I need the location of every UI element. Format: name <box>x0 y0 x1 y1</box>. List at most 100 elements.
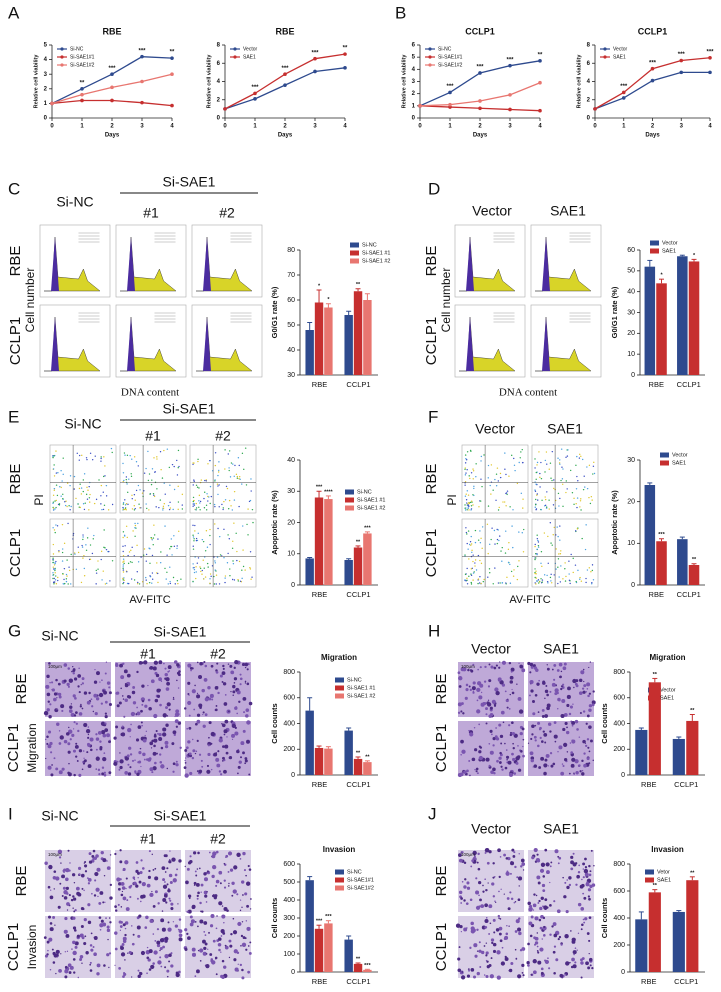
stain-dot <box>82 682 84 684</box>
stain-dot <box>470 866 472 868</box>
flow-dot <box>146 554 147 555</box>
stain-dot <box>205 665 207 667</box>
flow-dot <box>149 575 150 576</box>
stain-dot <box>99 916 102 919</box>
flow-dot <box>558 558 559 559</box>
flow-dot <box>466 502 467 503</box>
stain-dot <box>577 950 578 951</box>
stain-dot <box>232 690 235 693</box>
flow-dot <box>163 450 164 451</box>
flow-dot <box>164 503 165 504</box>
flow-dot <box>229 450 230 451</box>
tile-frame <box>458 916 524 978</box>
stain-dot <box>505 690 507 692</box>
flow-dot <box>156 456 157 457</box>
stain-dot <box>178 687 179 688</box>
stain-dot <box>96 757 100 761</box>
stain-dot <box>83 942 86 945</box>
stain-dot <box>151 679 155 683</box>
stain-dot <box>500 735 503 738</box>
y-tick-label: 2 <box>217 97 221 103</box>
flow-dot <box>86 494 87 495</box>
stain-dot <box>141 704 143 706</box>
stain-dot <box>586 682 590 686</box>
flow-dot <box>145 577 146 578</box>
row-label: CCLP1 <box>5 923 22 971</box>
flow-dot <box>464 504 465 505</box>
stain-dot <box>536 895 537 896</box>
flow-dot <box>480 538 481 539</box>
stain-dot <box>83 723 87 727</box>
stain-dot <box>159 956 161 958</box>
legend-swatch <box>660 461 669 466</box>
error-bar <box>680 537 685 539</box>
stain-dot <box>519 885 520 886</box>
stain-dot <box>149 893 153 897</box>
flow-dot <box>522 462 523 463</box>
stain-dot <box>246 927 250 931</box>
stain-dot <box>554 688 558 692</box>
stain-dot <box>78 774 81 777</box>
stain-dot <box>157 928 159 930</box>
panel-letter: I <box>8 804 13 823</box>
flow-dot <box>573 504 574 505</box>
flow-dot <box>499 535 500 536</box>
flow-dot <box>546 575 547 576</box>
stain-dot <box>84 935 86 937</box>
flow-dot <box>475 559 476 560</box>
flow-dot <box>52 559 53 560</box>
significance: *** <box>316 485 323 491</box>
tile-frame <box>190 519 256 587</box>
stain-dot <box>198 704 202 708</box>
stain-dot <box>484 919 488 923</box>
flow-dot <box>580 456 581 457</box>
flow-dot <box>209 578 210 579</box>
stain-dot <box>164 881 166 883</box>
stain-dot <box>165 741 169 745</box>
stain-dot <box>247 683 250 686</box>
stain-dot <box>506 759 508 761</box>
bar <box>686 721 698 775</box>
flow-dot <box>134 579 135 580</box>
image-tile <box>462 445 528 513</box>
flow-dot <box>534 467 535 468</box>
flow-dot <box>198 487 199 488</box>
stain-dot <box>175 719 179 723</box>
significance: * <box>318 283 321 289</box>
stain-dot <box>473 943 477 947</box>
stain-dot <box>186 933 188 935</box>
stain-dot <box>586 882 590 886</box>
flow-dot <box>74 553 75 554</box>
flow-dot <box>554 574 555 575</box>
flow-dot <box>172 509 173 510</box>
stain-dot <box>498 679 501 682</box>
stain-dot <box>99 681 100 682</box>
flow-dot <box>192 462 193 463</box>
stain-dot <box>168 921 170 923</box>
flow-dot <box>200 501 201 502</box>
stain-dot <box>250 908 251 909</box>
stain-dot <box>155 890 158 893</box>
bar <box>656 283 667 375</box>
stain-dot <box>541 863 545 867</box>
flow-dot <box>174 546 175 547</box>
stain-dot <box>102 766 104 768</box>
stain-dot <box>152 854 153 855</box>
stain-dot <box>247 971 250 974</box>
panel-letter: J <box>428 804 437 823</box>
stain-dot <box>539 907 542 910</box>
stain-dot <box>223 668 225 670</box>
flow-dot <box>499 507 500 508</box>
flow-dot <box>472 579 473 580</box>
stain-dot <box>518 663 519 664</box>
flow-dot <box>56 484 57 485</box>
stain-dot <box>466 902 469 905</box>
stain-dot <box>249 952 252 955</box>
flow-dot <box>87 527 88 528</box>
flow-dot <box>81 455 82 456</box>
flow-dot <box>111 448 112 449</box>
legend-swatch <box>428 63 431 66</box>
column-label: Vector <box>471 821 511 837</box>
flow-dot <box>178 466 179 467</box>
flow-dot <box>553 479 554 480</box>
